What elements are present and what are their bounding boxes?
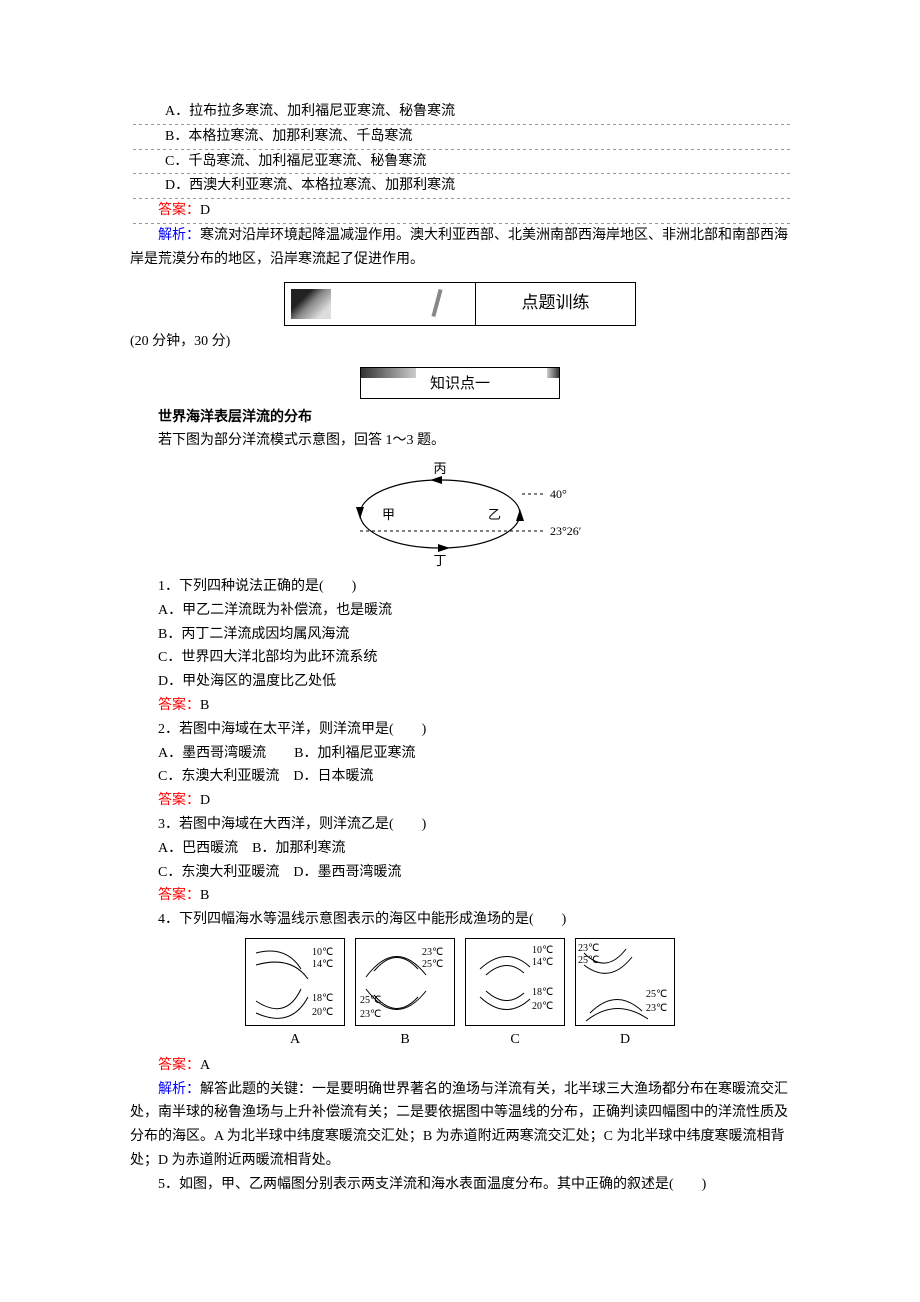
svg-text:25℃: 25℃ xyxy=(422,959,443,970)
option-a: A．拉布拉多寒流、加利福尼亚寒流、秘鲁寒流 xyxy=(130,100,790,125)
intro-options: A．拉布拉多寒流、加利福尼亚寒流、秘鲁寒流 B．本格拉寒流、加那利寒流、千岛寒流… xyxy=(130,100,790,272)
answer-value: A xyxy=(200,1058,210,1073)
option-b: B．本格拉寒流、加那利寒流、千岛寒流 xyxy=(130,125,790,150)
panel-a-label: A xyxy=(245,1028,345,1052)
q2-b: B．加利福尼亚寒流 xyxy=(294,746,415,761)
q2-d: D．日本暖流 xyxy=(293,769,373,784)
q4-stem: 4．下列四幅海水等温线示意图表示的海区中能形成渔场的是( ) xyxy=(130,908,790,932)
answer-value: D xyxy=(200,203,210,218)
pencil-icon xyxy=(431,285,445,323)
q2-answer: 答案：D xyxy=(130,789,790,813)
q1-stem: 1．下列四种说法正确的是( ) xyxy=(130,575,790,599)
explain-text: 寒流对沿岸环境起降温减湿作用。澳大利亚西部、北美洲南部西海岸地区、非洲北部和南部… xyxy=(130,228,788,267)
q1-c: C．世界四大洋北部均为此环流系统 xyxy=(130,646,790,670)
panel-c: 10℃ 14℃ 18℃ 20℃ C xyxy=(465,938,565,1052)
svg-text:25℃: 25℃ xyxy=(578,955,599,966)
q2-row2: C．东澳大利亚暖流 D．日本暖流 xyxy=(130,765,790,789)
q3-stem: 3．若图中海域在大西洋，则洋流乙是( ) xyxy=(130,813,790,837)
answer-value: B xyxy=(200,888,209,903)
banner-label: 点题训练 xyxy=(475,283,635,325)
q5-stem: 5．如图，甲、乙两幅图分别表示两支洋流和海水表面温度分布。其中正确的叙述是( ) xyxy=(130,1173,790,1197)
svg-text:25℃: 25℃ xyxy=(646,989,667,1000)
panel-a: 10℃ 14℃ 18℃ 20℃ A xyxy=(245,938,345,1052)
label-right: 乙 xyxy=(488,507,501,522)
answer-label: 答案： xyxy=(158,1058,200,1073)
q2-c: C．东澳大利亚暖流 xyxy=(158,769,279,784)
kpoint-label: 知识点一 xyxy=(430,371,490,399)
q3-a: A．巴西暖流 xyxy=(158,841,238,856)
answer-label: 答案： xyxy=(158,698,200,713)
time-note: (20 分钟，30 分) xyxy=(130,330,790,354)
q3-c: C．东澳大利亚暖流 xyxy=(158,865,279,880)
svg-text:14℃: 14℃ xyxy=(532,957,553,968)
q1-b: B．丙丁二洋流成因均属风海流 xyxy=(130,623,790,647)
isotherm-panels: 10℃ 14℃ 18℃ 20℃ A 23℃ 25℃ 25℃ 23℃ B xyxy=(130,938,790,1052)
banner-box: 点题训练 xyxy=(284,282,636,326)
answer-line: 答案：D xyxy=(130,199,790,224)
q2-row1: A．墨西哥湾暖流 B．加利福尼亚寒流 xyxy=(130,742,790,766)
gyre-diagram: 丙 丁 甲 乙 40° 23°26′ xyxy=(130,459,790,569)
svg-text:18℃: 18℃ xyxy=(312,993,333,1004)
practice-banner: 点题训练 xyxy=(130,282,790,326)
q3-b: B．加那利寒流 xyxy=(252,841,345,856)
q1-a: A．甲乙二洋流既为补偿流，也是暖流 xyxy=(130,599,790,623)
label-top: 丙 xyxy=(433,461,446,476)
svg-text:20℃: 20℃ xyxy=(312,1007,333,1018)
lat1: 40° xyxy=(550,487,567,501)
svg-text:23℃: 23℃ xyxy=(422,947,443,958)
explain-text: 解答此题的关键：一是要明确世界著名的渔场与洋流有关，北半球三大渔场都分布在寒暖流… xyxy=(130,1082,788,1168)
q3-row2: C．东澳大利亚暖流 D．墨西哥湾暖流 xyxy=(130,861,790,885)
kpoint-banner: 知识点一 xyxy=(130,367,790,399)
q1-answer: 答案：B xyxy=(130,694,790,718)
q4-explain: 解析：解答此题的关键：一是要明确世界著名的渔场与洋流有关，北半球三大渔场都分布在… xyxy=(130,1078,790,1173)
panel-b-label: B xyxy=(355,1028,455,1052)
svg-text:23℃: 23℃ xyxy=(578,943,599,954)
option-c: C．千岛寒流、加利福尼亚寒流、秘鲁寒流 xyxy=(130,150,790,175)
q3-answer: 答案：B xyxy=(130,884,790,908)
svg-text:18℃: 18℃ xyxy=(532,987,553,998)
kpoint-box: 知识点一 xyxy=(360,367,560,399)
q2-a: A．墨西哥湾暖流 xyxy=(158,746,266,761)
explain-label: 解析： xyxy=(158,228,200,243)
svg-text:23℃: 23℃ xyxy=(360,1009,381,1020)
answer-value: B xyxy=(200,698,209,713)
panel-c-label: C xyxy=(465,1028,565,1052)
answer-label: 答案： xyxy=(158,793,200,808)
explain-line: 解析：寒流对沿岸环境起降温减湿作用。澳大利亚西部、北美洲南部西海岸地区、非洲北部… xyxy=(130,224,790,272)
answer-label: 答案： xyxy=(158,888,200,903)
label-left: 甲 xyxy=(382,507,395,522)
q3-d: D．墨西哥湾暖流 xyxy=(293,865,401,880)
q2-stem: 2．若图中海域在太平洋，则洋流甲是( ) xyxy=(130,718,790,742)
answer-label: 答案： xyxy=(158,203,200,218)
gradient-icon xyxy=(291,289,331,319)
svg-text:25℃: 25℃ xyxy=(360,995,381,1006)
svg-text:10℃: 10℃ xyxy=(312,947,333,958)
answer-value: D xyxy=(200,793,210,808)
panel-d: 23℃ 25℃ 25℃ 23℃ D xyxy=(575,938,675,1052)
svg-text:23℃: 23℃ xyxy=(646,1003,667,1014)
panel-b: 23℃ 25℃ 25℃ 23℃ B xyxy=(355,938,455,1052)
svg-text:10℃: 10℃ xyxy=(532,945,553,956)
label-bottom: 丁 xyxy=(433,553,446,568)
banner-graphic xyxy=(285,283,475,325)
q4-answer: 答案：A xyxy=(130,1054,790,1078)
q3-row1: A．巴西暖流 B．加那利寒流 xyxy=(130,837,790,861)
lat2: 23°26′ xyxy=(550,524,582,538)
option-d: D．西澳大利亚寒流、本格拉寒流、加那利寒流 xyxy=(130,174,790,199)
svg-text:14℃: 14℃ xyxy=(312,959,333,970)
explain-label: 解析： xyxy=(158,1082,200,1097)
svg-text:20℃: 20℃ xyxy=(532,1001,553,1012)
panel-d-label: D xyxy=(575,1028,675,1052)
section-title: 世界海洋表层洋流的分布 xyxy=(130,405,790,429)
section-intro: 若下图为部分洋流模式示意图，回答 1～3 题。 xyxy=(130,429,790,453)
q1-d: D．甲处海区的温度比乙处低 xyxy=(130,670,790,694)
